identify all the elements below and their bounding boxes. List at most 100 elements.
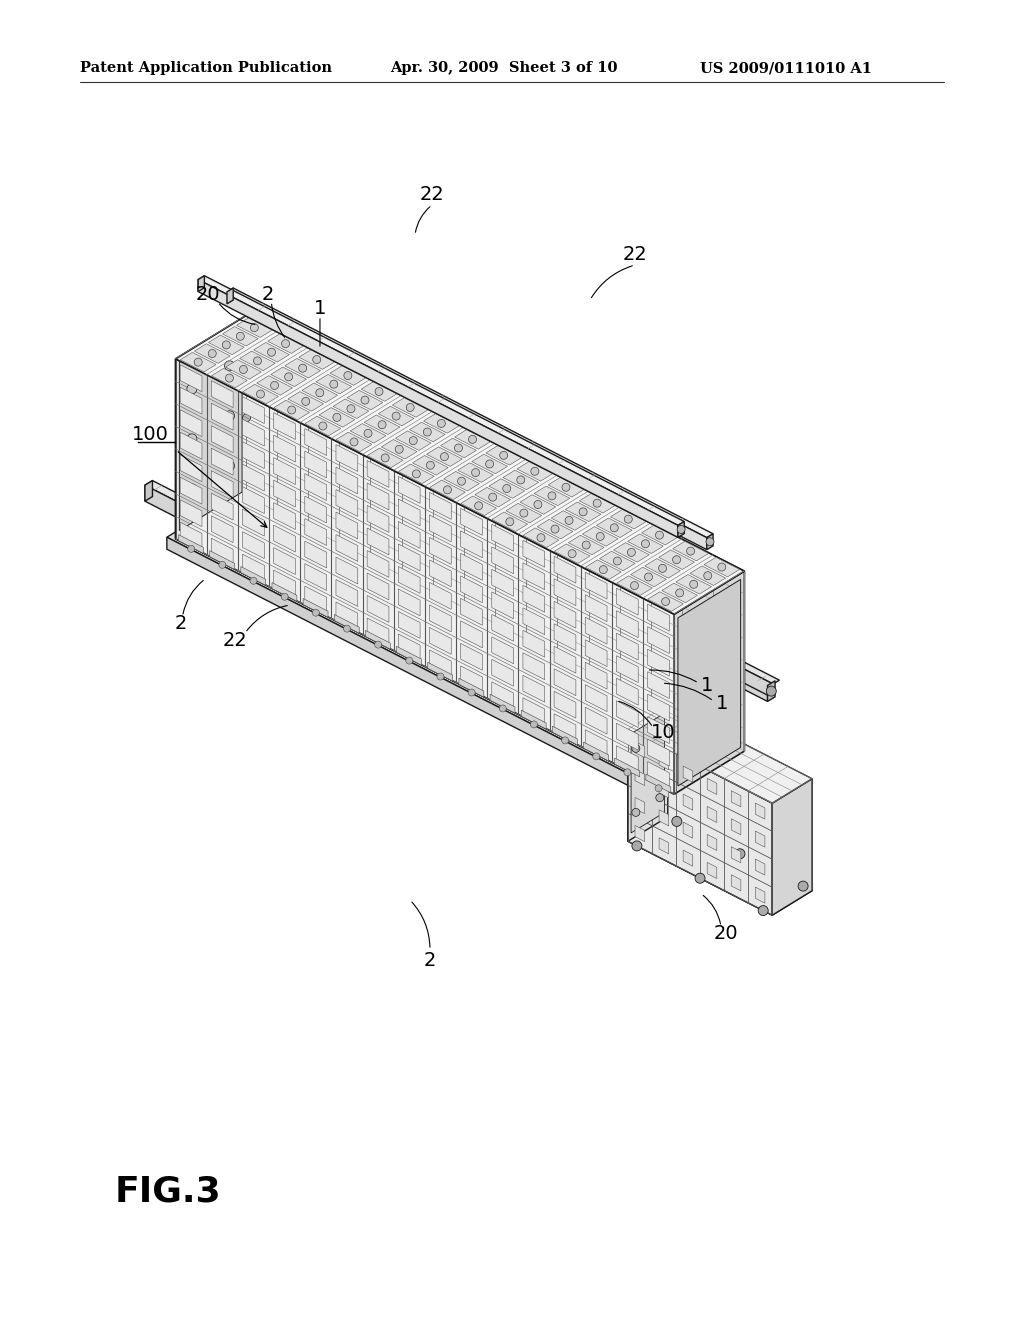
Polygon shape xyxy=(616,746,638,772)
Polygon shape xyxy=(628,535,664,553)
Polygon shape xyxy=(368,461,389,487)
Polygon shape xyxy=(461,620,482,648)
Polygon shape xyxy=(285,359,321,378)
Polygon shape xyxy=(305,451,327,478)
Polygon shape xyxy=(631,713,665,833)
Circle shape xyxy=(565,516,573,524)
Circle shape xyxy=(282,339,290,347)
Polygon shape xyxy=(586,708,607,734)
Circle shape xyxy=(500,705,506,711)
Polygon shape xyxy=(647,694,670,721)
Polygon shape xyxy=(708,807,717,822)
Circle shape xyxy=(347,405,355,413)
Circle shape xyxy=(426,461,434,469)
Polygon shape xyxy=(227,288,233,304)
Polygon shape xyxy=(243,384,279,404)
Polygon shape xyxy=(429,605,452,632)
Polygon shape xyxy=(250,416,258,437)
Polygon shape xyxy=(523,653,545,680)
Circle shape xyxy=(251,323,258,331)
Circle shape xyxy=(703,572,712,579)
Polygon shape xyxy=(490,694,515,713)
Polygon shape xyxy=(647,672,670,698)
Polygon shape xyxy=(180,500,202,527)
Polygon shape xyxy=(616,634,638,660)
Polygon shape xyxy=(658,550,694,569)
Polygon shape xyxy=(678,521,684,537)
Polygon shape xyxy=(628,705,812,803)
Polygon shape xyxy=(257,376,293,395)
Polygon shape xyxy=(683,795,693,810)
Polygon shape xyxy=(731,818,740,834)
Polygon shape xyxy=(663,746,670,766)
Text: 22: 22 xyxy=(222,631,248,649)
Polygon shape xyxy=(616,656,638,682)
Circle shape xyxy=(270,381,279,389)
Polygon shape xyxy=(492,512,527,532)
Polygon shape xyxy=(429,649,452,677)
Polygon shape xyxy=(647,605,670,631)
Circle shape xyxy=(562,483,570,491)
Circle shape xyxy=(798,880,808,891)
Polygon shape xyxy=(254,342,290,362)
Circle shape xyxy=(315,389,324,397)
Polygon shape xyxy=(211,516,233,543)
Circle shape xyxy=(624,768,631,776)
Polygon shape xyxy=(535,486,569,506)
Polygon shape xyxy=(368,506,389,532)
Polygon shape xyxy=(347,391,383,411)
Polygon shape xyxy=(237,318,272,338)
Circle shape xyxy=(632,841,642,851)
Polygon shape xyxy=(772,779,812,915)
Polygon shape xyxy=(586,685,607,711)
Polygon shape xyxy=(461,508,482,536)
Polygon shape xyxy=(586,640,607,667)
Polygon shape xyxy=(616,723,638,750)
Circle shape xyxy=(551,525,559,533)
Polygon shape xyxy=(198,276,205,292)
Polygon shape xyxy=(459,678,484,697)
Polygon shape xyxy=(361,381,397,401)
Circle shape xyxy=(641,540,649,548)
Polygon shape xyxy=(647,649,670,676)
Polygon shape xyxy=(368,550,389,577)
Circle shape xyxy=(568,549,577,557)
Circle shape xyxy=(660,751,671,760)
Circle shape xyxy=(392,412,400,420)
Polygon shape xyxy=(492,614,514,642)
Polygon shape xyxy=(461,598,482,626)
Polygon shape xyxy=(175,315,246,539)
Circle shape xyxy=(423,428,431,436)
Circle shape xyxy=(208,350,216,358)
Circle shape xyxy=(706,537,714,545)
Circle shape xyxy=(407,404,414,412)
Polygon shape xyxy=(429,560,452,587)
Circle shape xyxy=(672,816,682,826)
Polygon shape xyxy=(336,512,357,539)
Text: 1: 1 xyxy=(700,676,713,694)
Circle shape xyxy=(237,333,245,341)
Polygon shape xyxy=(429,537,452,565)
Polygon shape xyxy=(305,429,327,455)
Polygon shape xyxy=(554,556,575,583)
Circle shape xyxy=(395,445,403,453)
Circle shape xyxy=(695,874,706,883)
Polygon shape xyxy=(211,539,233,565)
Circle shape xyxy=(222,341,230,348)
Circle shape xyxy=(673,556,681,564)
Circle shape xyxy=(632,808,640,816)
Polygon shape xyxy=(244,413,773,698)
Polygon shape xyxy=(492,524,514,552)
Polygon shape xyxy=(424,413,459,433)
Polygon shape xyxy=(568,536,604,554)
Circle shape xyxy=(224,411,234,421)
Polygon shape xyxy=(523,676,545,702)
Polygon shape xyxy=(180,409,202,437)
Circle shape xyxy=(187,545,195,552)
Polygon shape xyxy=(273,570,296,597)
Polygon shape xyxy=(429,515,452,541)
Polygon shape xyxy=(410,422,445,442)
Polygon shape xyxy=(145,480,153,502)
Circle shape xyxy=(312,610,319,616)
Polygon shape xyxy=(267,334,303,354)
